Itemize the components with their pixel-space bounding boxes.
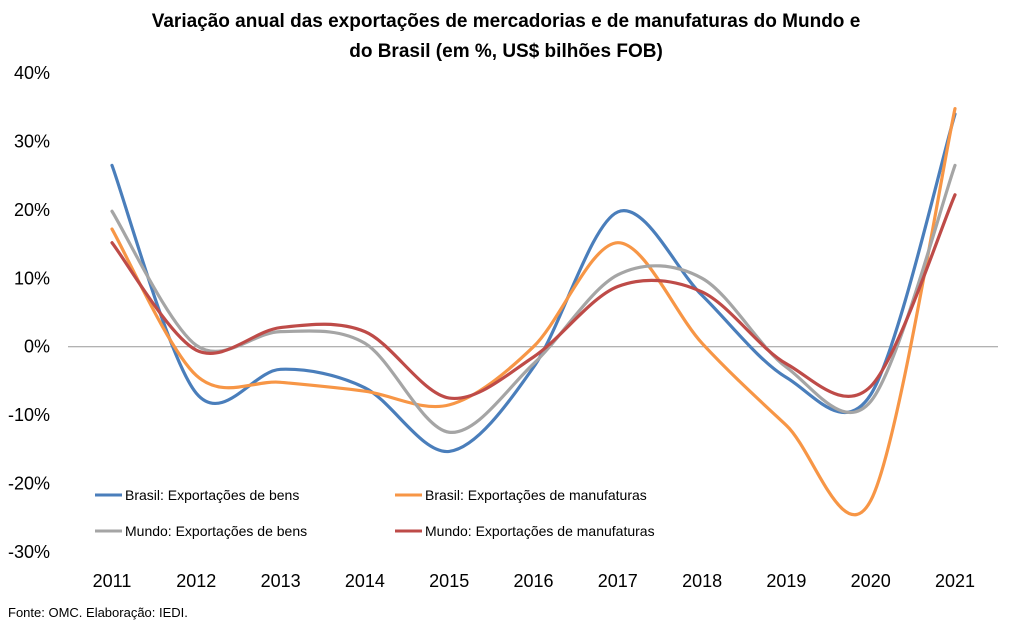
y-tick-label: 10% (14, 268, 50, 288)
series-lines (110, 106, 957, 517)
y-tick-label: 20% (14, 200, 50, 220)
y-tick-label: -30% (8, 542, 50, 562)
chart-title-line-1: Variação anual das exportações de mercad… (152, 11, 861, 32)
y-tick-label: 0% (24, 337, 50, 357)
series-line-2 (110, 106, 957, 517)
y-axis-ticks: 40% 30% 20% 10% 0% -10% -20% -30% (8, 63, 50, 562)
x-tick-label: 2016 (513, 571, 553, 591)
y-tick-label: 30% (14, 131, 50, 151)
chart-title-line-2: do Brasil (em %, US$ bilhões FOB) (349, 41, 663, 62)
x-tick-label: 2018 (682, 571, 722, 591)
x-tick-label: 2011 (93, 571, 132, 591)
x-tick-label: 2012 (176, 571, 216, 591)
source-note: Fonte: OMC. Elaboração: IEDI. (8, 605, 188, 620)
legend-label: Mundo: Exportações de manufaturas (425, 523, 655, 539)
x-tick-label: 2015 (429, 571, 469, 591)
x-tick-label: 2017 (598, 571, 638, 591)
x-axis-ticks: 2011 2012 2013 2014 2015 2016 2017 2018 2019 2020… (93, 571, 975, 591)
series-line-4 (110, 193, 957, 400)
series-line-1 (110, 112, 957, 454)
x-tick-label: 2014 (345, 571, 385, 591)
x-tick-label: 2013 (261, 571, 301, 591)
legend-label: Brasil: Exportações de bens (125, 487, 299, 503)
legend-label: Mundo: Exportações de bens (125, 523, 307, 539)
x-tick-label: 2020 (851, 571, 891, 591)
y-tick-label: -10% (8, 405, 50, 425)
y-tick-label: 40% (14, 63, 50, 83)
x-tick-label: 2021 (935, 571, 975, 591)
legend-label: Brasil: Exportações de manufaturas (425, 487, 647, 503)
series-line-3 (110, 163, 957, 434)
x-tick-label: 2019 (766, 571, 806, 591)
y-tick-label: -20% (8, 474, 50, 494)
legend: Brasil: Exportações de bens Brasil: Expor… (95, 487, 655, 539)
